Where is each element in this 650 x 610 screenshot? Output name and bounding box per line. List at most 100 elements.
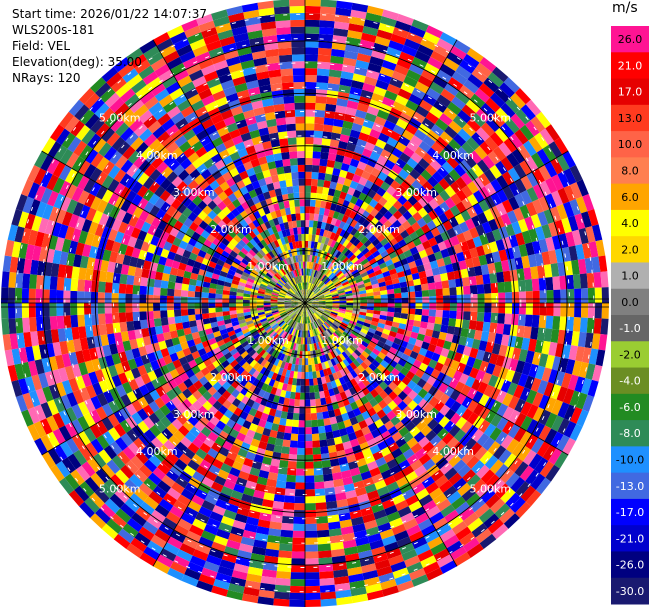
velocity-gate bbox=[400, 415, 412, 427]
velocity-gate bbox=[452, 224, 463, 236]
velocity-gate bbox=[316, 327, 321, 335]
velocity-gate bbox=[483, 208, 495, 222]
velocity-gate bbox=[305, 565, 320, 573]
velocity-gate bbox=[372, 145, 384, 156]
velocity-gate bbox=[313, 262, 318, 271]
velocity-gate bbox=[400, 313, 409, 320]
velocity-gate bbox=[436, 69, 452, 83]
velocity-gate bbox=[349, 158, 360, 168]
velocity-gate bbox=[563, 388, 575, 405]
velocity-gate bbox=[383, 219, 393, 230]
velocity-gate bbox=[318, 165, 327, 174]
velocity-gate bbox=[402, 106, 416, 118]
velocity-gate bbox=[415, 303, 423, 310]
velocity-gate bbox=[448, 378, 459, 390]
velocity-gate bbox=[525, 469, 540, 486]
velocity-gate bbox=[471, 163, 484, 178]
velocity-gate bbox=[305, 220, 310, 228]
velocity-gate bbox=[324, 308, 332, 312]
velocity-gate bbox=[502, 270, 512, 283]
velocity-gate bbox=[290, 565, 305, 573]
velocity-gate bbox=[494, 463, 510, 479]
velocity-gate bbox=[459, 59, 476, 74]
velocity-gate bbox=[387, 195, 398, 206]
velocity-gate bbox=[324, 237, 330, 245]
velocity-gate bbox=[446, 325, 456, 335]
velocity-gate bbox=[578, 227, 589, 245]
velocity-gate bbox=[353, 384, 362, 393]
velocity-gate bbox=[521, 337, 531, 351]
velocity-gate bbox=[305, 372, 309, 379]
velocity-gate bbox=[316, 68, 330, 77]
velocity-gate bbox=[359, 311, 367, 316]
velocity-gate bbox=[487, 72, 504, 88]
velocity-gate bbox=[411, 272, 420, 281]
velocity-gate bbox=[500, 379, 512, 393]
velocity-gate bbox=[309, 291, 314, 298]
velocity-gate bbox=[314, 312, 320, 319]
velocity-gate bbox=[366, 344, 375, 352]
velocity-gate bbox=[591, 256, 601, 273]
velocity-gate bbox=[317, 61, 331, 70]
velocity-gate bbox=[377, 171, 388, 182]
velocity-gate bbox=[334, 318, 342, 324]
velocity-gate bbox=[431, 141, 444, 155]
velocity-gate bbox=[374, 303, 381, 307]
velocity-gate bbox=[335, 154, 345, 163]
velocity-gate bbox=[504, 369, 516, 383]
velocity-gate bbox=[314, 328, 320, 336]
velocity-gate bbox=[309, 292, 315, 299]
velocity-gate bbox=[312, 440, 321, 448]
velocity-gate bbox=[550, 206, 562, 222]
velocity-gate bbox=[418, 270, 427, 279]
velocity-gate bbox=[567, 215, 579, 232]
velocity-gate bbox=[91, 280, 99, 293]
velocity-gate bbox=[343, 113, 356, 123]
velocity-gate bbox=[181, 283, 189, 291]
velocity-gate bbox=[375, 273, 384, 280]
velocity-gate bbox=[440, 364, 451, 376]
velocity-gate bbox=[335, 182, 344, 192]
velocity-gate bbox=[345, 290, 353, 295]
velocity-gate bbox=[305, 296, 307, 303]
velocity-gate bbox=[354, 274, 362, 281]
velocity-gate bbox=[431, 330, 441, 339]
velocity-gate bbox=[318, 47, 332, 56]
velocity-gate bbox=[348, 386, 357, 396]
velocity-gate bbox=[466, 387, 478, 400]
velocity-gate bbox=[369, 351, 378, 360]
velocity-gate bbox=[386, 83, 401, 95]
velocity-gate bbox=[413, 320, 422, 328]
velocity-gate bbox=[393, 337, 402, 346]
velocity-gate bbox=[330, 275, 338, 282]
velocity-gate bbox=[229, 303, 236, 307]
velocity-gate bbox=[490, 400, 502, 414]
velocity-gate bbox=[324, 293, 332, 297]
velocity-gate bbox=[377, 322, 386, 329]
velocity-gate bbox=[308, 275, 311, 283]
velocity-gate bbox=[582, 194, 595, 212]
velocity-gate bbox=[394, 307, 402, 314]
velocity-gate bbox=[432, 423, 444, 435]
velocity-gate bbox=[422, 441, 435, 454]
velocity-gate bbox=[313, 286, 319, 293]
velocity-gate bbox=[399, 152, 411, 164]
velocity-gate bbox=[111, 292, 119, 303]
velocity-gate bbox=[410, 152, 423, 164]
velocity-gate bbox=[430, 227, 441, 238]
velocity-gate bbox=[325, 329, 332, 337]
velocity-gate bbox=[422, 93, 437, 106]
velocity-gate bbox=[310, 307, 316, 313]
velocity-gate bbox=[364, 76, 378, 87]
velocity-gate bbox=[433, 323, 442, 332]
velocity-gate bbox=[422, 413, 434, 426]
velocity-gate bbox=[310, 269, 314, 277]
velocity-gate bbox=[525, 489, 542, 507]
velocity-gate bbox=[321, 339, 327, 348]
velocity-gate bbox=[334, 219, 342, 228]
velocity-gate bbox=[305, 240, 309, 248]
velocity-gate bbox=[403, 518, 418, 531]
velocity-gate bbox=[315, 89, 328, 97]
velocity-gate bbox=[455, 201, 467, 214]
velocity-gate bbox=[508, 409, 521, 424]
